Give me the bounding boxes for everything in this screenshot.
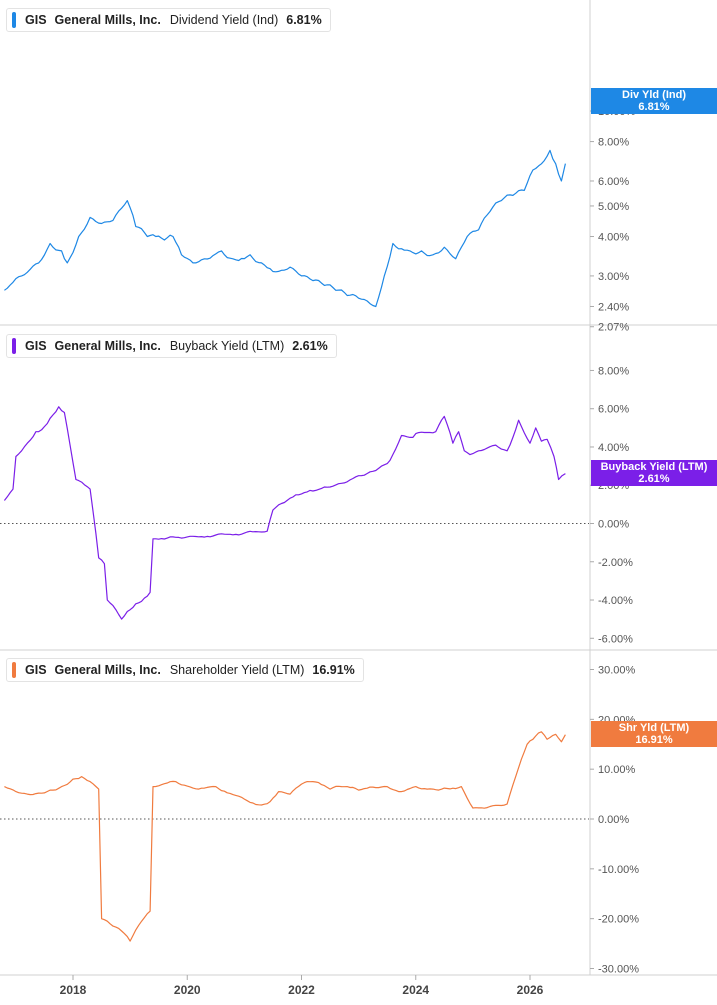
shareholder-swatch	[12, 662, 16, 678]
y-tick-label: -30.00%	[598, 963, 639, 975]
tag-label: Buyback Yield (LTM)	[600, 461, 708, 473]
legend-ticker: GIS	[25, 13, 47, 27]
dividend-value-tag: Div Yld (Ind) 6.81%	[591, 88, 717, 114]
shareholder-value-tag: Shr Yld (LTM) 16.91%	[591, 721, 717, 747]
y-axis-ticks: 10.00% 8.00% 6.00% 5.00% 4.00% 3.00% 2.40% 2.07…	[590, 106, 639, 975]
y-tick-label: -4.00%	[598, 595, 633, 607]
shareholder-yield-line	[4, 731, 566, 942]
y-tick-label: 6.00%	[598, 176, 629, 188]
y-tick-label: -20.00%	[598, 914, 639, 926]
buyback-yield-line	[3, 406, 566, 620]
y-tick-label: 6.00%	[598, 404, 629, 416]
y-tick-label: 0.00%	[598, 519, 629, 531]
x-tick-label: 2022	[288, 983, 315, 997]
y-tick-label: 2.40%	[598, 301, 629, 313]
y-tick-label: 4.00%	[598, 442, 629, 454]
legend-metric: Buyback Yield (LTM)	[169, 339, 285, 353]
x-tick-label: 2026	[517, 983, 544, 997]
x-tick-label: 2018	[60, 983, 87, 997]
y-tick-label: -2.00%	[598, 557, 633, 569]
legend-value: 6.81%	[286, 13, 322, 27]
legend-company: General Mills, Inc.	[54, 13, 161, 27]
legend-dividend[interactable]: GIS General Mills, Inc. Dividend Yield (…	[6, 8, 331, 32]
legend-company: General Mills, Inc.	[54, 339, 161, 353]
legend-ticker: GIS	[25, 663, 47, 677]
y-tick-label: 3.00%	[598, 271, 629, 283]
tag-label: Shr Yld (LTM)	[618, 722, 690, 734]
legend-metric: Dividend Yield (Ind)	[169, 13, 279, 27]
y-tick-label: 10.00%	[598, 764, 636, 776]
x-axis: 2018 2020 2022 2024 2026	[60, 975, 544, 997]
y-tick-label: 2.07%	[598, 322, 629, 334]
tag-value: 2.61%	[638, 473, 670, 485]
y-tick-label: 8.00%	[598, 365, 629, 377]
y-tick-label: 0.00%	[598, 814, 629, 826]
legend-metric: Shareholder Yield (LTM)	[169, 663, 305, 677]
chart-structure	[0, 0, 717, 976]
dividend-swatch	[12, 12, 16, 28]
series-layer	[3, 149, 566, 942]
legend-value: 2.61%	[292, 339, 328, 353]
dividend-yield-line	[4, 149, 566, 308]
legend-value: 16.91%	[312, 663, 355, 677]
x-tick-label: 2020	[174, 983, 201, 997]
x-tick-label: 2024	[402, 983, 429, 997]
buyback-value-tag: Buyback Yield (LTM) 2.61%	[591, 460, 717, 486]
y-tick-label: 30.00%	[598, 665, 636, 677]
tag-value: 16.91%	[635, 734, 673, 746]
legend-ticker: GIS	[25, 339, 47, 353]
tag-value: 6.81%	[638, 101, 670, 113]
y-tick-label: 5.00%	[598, 201, 629, 213]
y-tick-label: 8.00%	[598, 137, 629, 149]
legend-company: General Mills, Inc.	[54, 663, 161, 677]
legend-buyback[interactable]: GIS General Mills, Inc. Buyback Yield (L…	[6, 334, 337, 358]
legend-shareholder[interactable]: GIS General Mills, Inc. Shareholder Yiel…	[6, 658, 364, 682]
tag-label: Div Yld (Ind)	[622, 89, 686, 101]
y-tick-label: -10.00%	[598, 864, 639, 876]
buyback-swatch	[12, 338, 16, 354]
y-tick-label: 4.00%	[598, 232, 629, 244]
y-tick-label: -6.00%	[598, 633, 633, 645]
